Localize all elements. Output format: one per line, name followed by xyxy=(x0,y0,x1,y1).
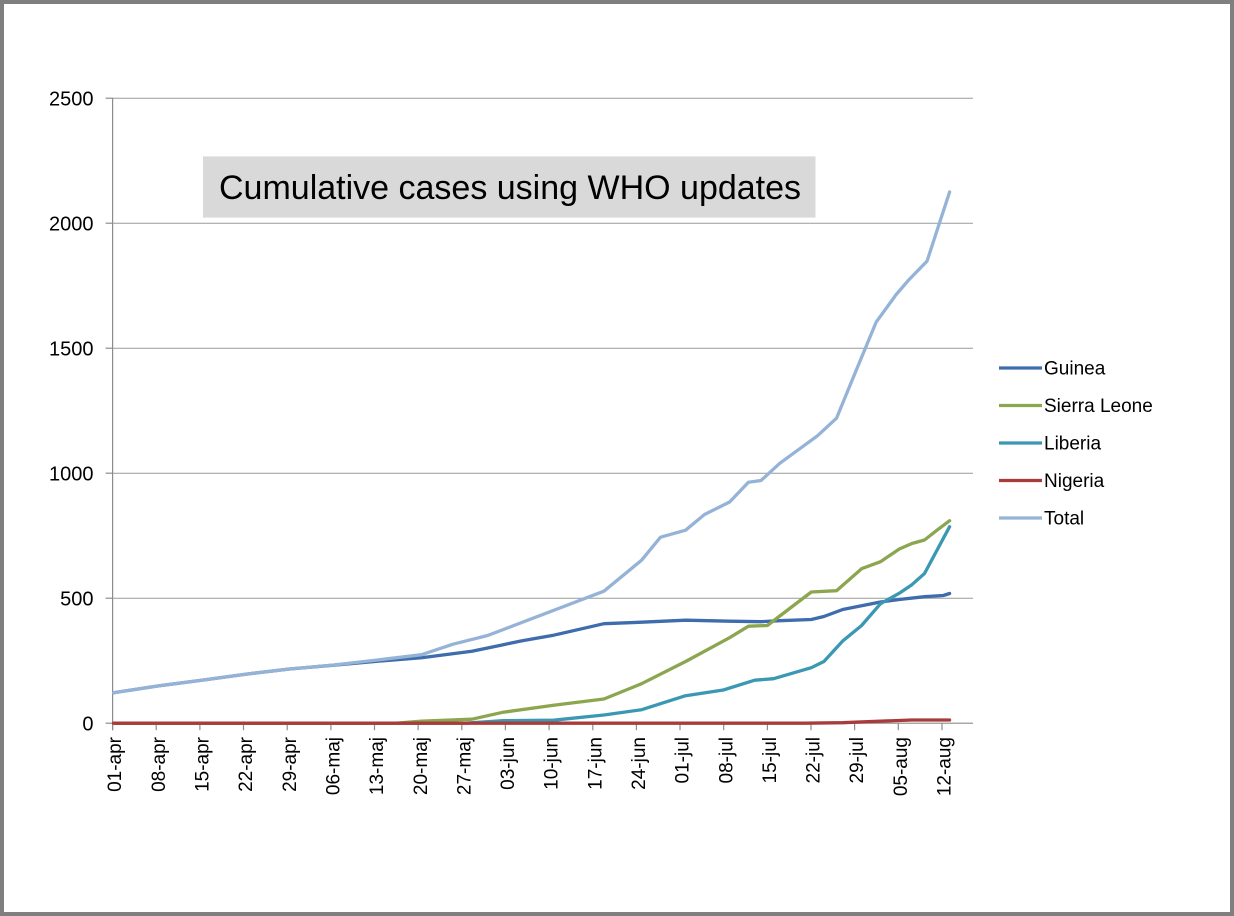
svg-text:15-jul: 15-jul xyxy=(760,737,781,783)
svg-text:29-apr: 29-apr xyxy=(280,736,301,792)
svg-text:1000: 1000 xyxy=(49,463,94,485)
svg-text:03-jun: 03-jun xyxy=(498,737,519,790)
svg-text:22-jul: 22-jul xyxy=(804,737,825,783)
svg-text:08-jul: 08-jul xyxy=(716,737,737,783)
svg-text:15-apr: 15-apr xyxy=(193,736,214,792)
svg-text:Sierra Leone: Sierra Leone xyxy=(1044,396,1153,417)
svg-text:01-jul: 01-jul xyxy=(673,737,694,783)
svg-text:05-aug: 05-aug xyxy=(891,737,912,796)
svg-text:12-aug: 12-aug xyxy=(935,737,956,796)
svg-text:20-maj: 20-maj xyxy=(411,737,432,795)
svg-text:01-apr: 01-apr xyxy=(105,736,126,792)
svg-text:24-jun: 24-jun xyxy=(629,737,650,790)
svg-text:22-apr: 22-apr xyxy=(236,736,257,792)
svg-text:08-apr: 08-apr xyxy=(149,736,170,792)
svg-text:Guinea: Guinea xyxy=(1044,359,1106,380)
svg-text:17-jun: 17-jun xyxy=(585,737,606,790)
svg-text:29-jul: 29-jul xyxy=(847,737,868,783)
svg-text:Cumulative cases using WHO upd: Cumulative cases using WHO updates xyxy=(219,169,801,207)
svg-text:06-maj: 06-maj xyxy=(324,737,345,795)
svg-text:13-maj: 13-maj xyxy=(367,737,388,795)
svg-text:27-maj: 27-maj xyxy=(454,737,475,795)
svg-text:10-jun: 10-jun xyxy=(542,737,563,790)
svg-text:0: 0 xyxy=(82,713,93,735)
svg-text:Liberia: Liberia xyxy=(1044,434,1101,455)
svg-text:2000: 2000 xyxy=(49,213,94,235)
svg-text:500: 500 xyxy=(60,588,93,610)
svg-text:Total: Total xyxy=(1044,509,1084,530)
svg-text:2500: 2500 xyxy=(49,88,94,110)
svg-text:Nigeria: Nigeria xyxy=(1044,471,1105,492)
svg-text:1500: 1500 xyxy=(49,338,94,360)
